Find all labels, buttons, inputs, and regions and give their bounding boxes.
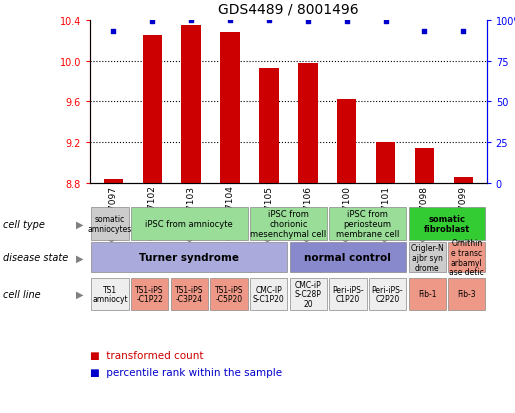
Text: TS1-iPS
-C3P24: TS1-iPS -C3P24	[175, 285, 203, 304]
Text: CMC-iP
S-C28P
20: CMC-iP S-C28P 20	[295, 280, 322, 309]
Text: TS1-iPS
-C1P22: TS1-iPS -C1P22	[135, 285, 164, 304]
Text: iPSC from
chorionic
mesenchymal cell: iPSC from chorionic mesenchymal cell	[250, 210, 327, 238]
Bar	[408, 208, 486, 240]
Point	[459, 29, 468, 36]
Bar	[298, 64, 318, 184]
Text: TS1-iPS
-C5P20: TS1-iPS -C5P20	[215, 285, 243, 304]
Text: ▶: ▶	[76, 219, 83, 229]
Point	[342, 19, 351, 26]
Text: Fib-1: Fib-1	[418, 290, 436, 299]
Bar	[250, 278, 287, 311]
Text: Peri-iPS-
C1P20: Peri-iPS- C1P20	[332, 285, 364, 304]
Bar	[376, 143, 396, 184]
Text: ■  transformed count: ■ transformed count	[90, 350, 203, 360]
Text: CMC-IP
S-C1P20: CMC-IP S-C1P20	[253, 285, 284, 304]
Text: disease state: disease state	[3, 253, 68, 263]
Bar	[91, 208, 129, 240]
Bar	[454, 178, 473, 184]
Bar	[448, 243, 486, 273]
Point	[226, 17, 234, 24]
Bar	[220, 33, 240, 184]
Point	[187, 17, 195, 24]
Bar	[337, 100, 356, 184]
Point	[304, 19, 312, 26]
Bar	[104, 180, 123, 184]
Bar	[250, 208, 327, 240]
Bar	[170, 278, 208, 311]
Point	[420, 29, 428, 36]
Point	[265, 17, 273, 24]
Text: ▶: ▶	[76, 253, 83, 263]
Text: cell line: cell line	[3, 289, 40, 299]
Text: somatic
fibroblast: somatic fibroblast	[424, 215, 470, 233]
Bar	[91, 278, 129, 311]
Title: GDS4489 / 8001496: GDS4489 / 8001496	[218, 3, 359, 17]
Text: TS1
amniocyt: TS1 amniocyt	[92, 285, 128, 304]
Text: Fib-3: Fib-3	[457, 290, 476, 299]
Bar	[210, 278, 248, 311]
Text: Peri-iPS-
C2P20: Peri-iPS- C2P20	[372, 285, 403, 304]
Bar	[259, 69, 279, 184]
Bar	[289, 278, 327, 311]
Bar	[131, 278, 168, 311]
Bar	[143, 36, 162, 184]
Text: iPSC from amniocyte: iPSC from amniocyte	[145, 220, 233, 228]
Bar	[369, 278, 406, 311]
Bar	[91, 243, 287, 273]
Bar	[329, 208, 406, 240]
Text: Crigler-N
ajbr syn
drome: Crigler-N ajbr syn drome	[410, 244, 444, 272]
Text: ■  percentile rank within the sample: ■ percentile rank within the sample	[90, 367, 282, 377]
Bar	[408, 243, 446, 273]
Text: ▶: ▶	[76, 289, 83, 299]
Bar	[131, 208, 248, 240]
Bar	[448, 278, 486, 311]
Text: normal control: normal control	[304, 253, 391, 263]
Text: cell type: cell type	[3, 219, 44, 229]
Text: Turner syndrome: Turner syndrome	[139, 253, 239, 263]
Bar	[329, 278, 367, 311]
Bar	[415, 149, 434, 184]
Text: iPSC from
periosteum
membrane cell: iPSC from periosteum membrane cell	[336, 210, 400, 238]
Bar	[289, 243, 406, 273]
Text: Ornithin
e transc
arbamyl
ase detic: Ornithin e transc arbamyl ase detic	[450, 239, 484, 277]
Bar	[408, 278, 446, 311]
Point	[382, 19, 390, 26]
Bar	[181, 26, 201, 184]
Point	[148, 19, 157, 26]
Text: somatic
amniocytes: somatic amniocytes	[88, 215, 132, 233]
Point	[109, 29, 117, 36]
